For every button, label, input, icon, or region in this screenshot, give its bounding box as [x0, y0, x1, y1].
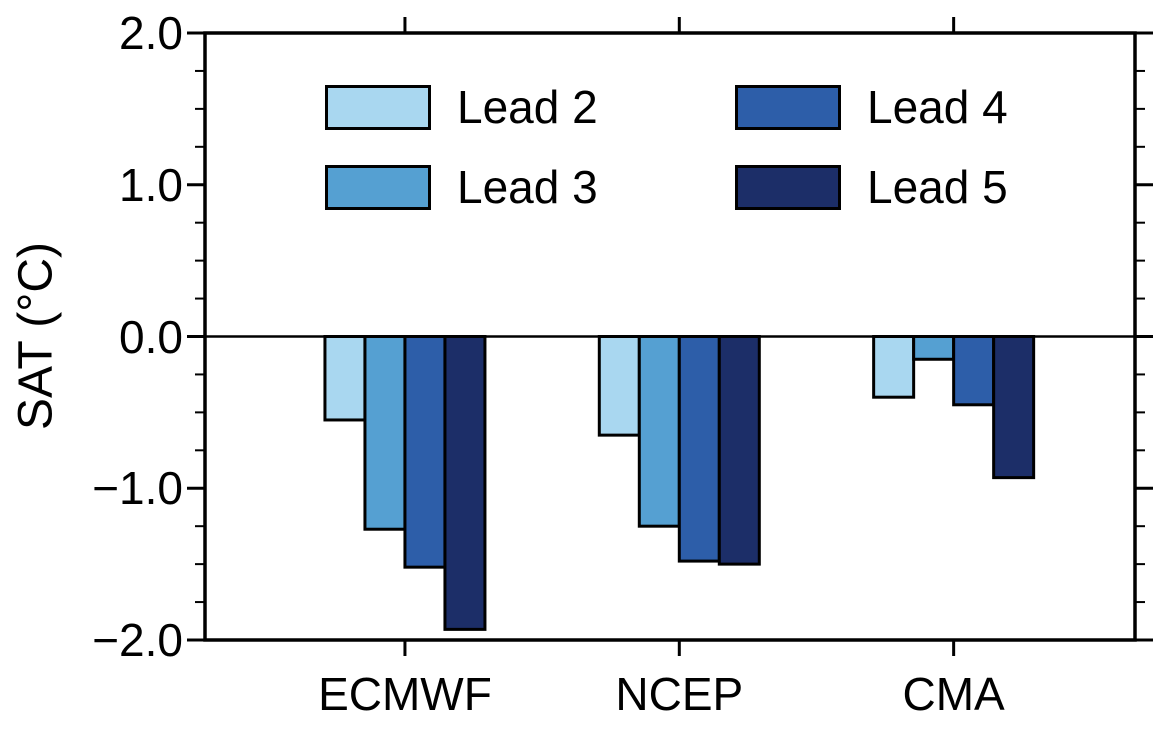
y-tick-label-neg2: −2.0: [92, 614, 183, 666]
legend-label-lead3: Lead 3: [457, 161, 598, 213]
legend-label-lead2: Lead 2: [457, 81, 598, 133]
legend-label-lead4: Lead 4: [867, 81, 1008, 133]
legend-swatch-lead4: [735, 84, 841, 130]
bar-ecmwf-lead2: [323, 335, 367, 422]
legend-item-lead2: Lead 2: [325, 83, 598, 131]
bar-ncep-lead2: [597, 335, 641, 437]
bar-ecmwf-lead5: [443, 335, 487, 631]
legend-swatch-lead3: [325, 164, 431, 210]
legend-swatch-lead2: [325, 84, 431, 130]
x-category-label-ecmwf: ECMWF: [318, 668, 492, 720]
y-tick-label-pos2: 2.0: [119, 7, 183, 59]
bar-ecmwf-lead3: [363, 335, 407, 531]
legend-label-lead5: Lead 5: [867, 161, 1008, 213]
bar-ncep-lead5: [717, 335, 761, 566]
legend-item-lead3: Lead 3: [325, 163, 598, 211]
bar-ecmwf-lead4: [403, 335, 447, 569]
bar-cma-lead5: [992, 335, 1036, 480]
bar-ncep-lead4: [677, 335, 721, 563]
bar-ncep-lead3: [637, 335, 681, 528]
legend-item-lead5: Lead 5: [735, 163, 1008, 211]
y-tick-label-zero: 0.0: [119, 310, 183, 363]
y-tick-label-neg1: −1.0: [92, 462, 183, 515]
x-category-label-ncep: NCEP: [615, 668, 744, 720]
x-category-label-cma: CMA: [902, 668, 1005, 720]
y-tick-label-pos1: 1.0: [119, 158, 183, 211]
plot-frame: [203, 31, 1137, 642]
legend-swatch-lead5: [735, 164, 841, 210]
bar-cma-lead4: [952, 335, 996, 407]
bar-cma-lead3: [912, 335, 956, 361]
legend-item-lead4: Lead 4: [735, 83, 1008, 131]
bar-cma-lead2: [872, 335, 916, 399]
